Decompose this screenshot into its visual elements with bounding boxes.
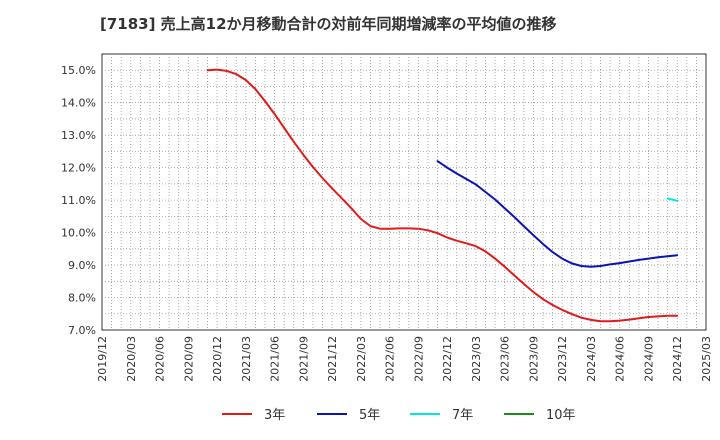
legend-label-4: 10年 (546, 408, 576, 423)
plot-area (101, 53, 707, 331)
series-line-2 (436, 160, 679, 268)
y-tick-label: 10.0% (61, 227, 96, 240)
legend-label-3: 7年 (452, 408, 473, 423)
x-tick-label: 2023/03 (470, 336, 483, 382)
series-line-1 (206, 68, 679, 323)
x-tick-label: 2020/12 (211, 336, 224, 382)
x-tick-label: 2022/03 (355, 336, 368, 382)
x-tick-label: 2024/06 (614, 336, 627, 382)
x-tick-label: 2024/03 (585, 336, 598, 382)
x-tick-label: 2023/09 (527, 336, 540, 382)
y-tick-label: 9.0% (68, 259, 96, 272)
y-tick-label: 12.0% (61, 162, 96, 175)
chart-title: [7183] 売上高12か月移動合計の対前年同期増減率の平均値の推移 (100, 15, 557, 33)
x-tick-label: 2020/03 (125, 336, 138, 382)
y-tick-label: 8.0% (68, 292, 96, 305)
y-tick-label: 13.0% (61, 129, 96, 142)
y-tick-label: 14.0% (61, 97, 96, 110)
x-tick-label: 2022/06 (384, 336, 397, 382)
legend-label-1: 3年 (264, 408, 285, 423)
y-tick-label: 11.0% (61, 194, 96, 207)
x-tick-label: 2021/03 (240, 336, 253, 382)
x-tick-label: 2023/06 (499, 336, 512, 382)
y-tick-label: 15.0% (61, 64, 96, 77)
x-tick-label: 2022/12 (441, 336, 454, 382)
x-tick-label: 2021/09 (297, 336, 310, 382)
legend-label-2: 5年 (359, 408, 380, 423)
series-line-3 (666, 197, 679, 202)
x-tick-label: 2020/09 (182, 336, 195, 382)
x-tick-label: 2019/12 (96, 336, 109, 382)
x-tick-label: 2025/03 (700, 336, 713, 382)
x-tick-label: 2024/09 (642, 336, 655, 382)
y-tick-label: 7.0% (68, 324, 96, 337)
x-tick-label: 2023/12 (556, 336, 569, 382)
x-tick-label: 2024/12 (671, 336, 684, 382)
x-tick-label: 2021/12 (326, 336, 339, 382)
x-tick-label: 2022/09 (412, 336, 425, 382)
x-tick-label: 2020/06 (154, 336, 167, 382)
x-tick-label: 2021/06 (269, 336, 282, 382)
